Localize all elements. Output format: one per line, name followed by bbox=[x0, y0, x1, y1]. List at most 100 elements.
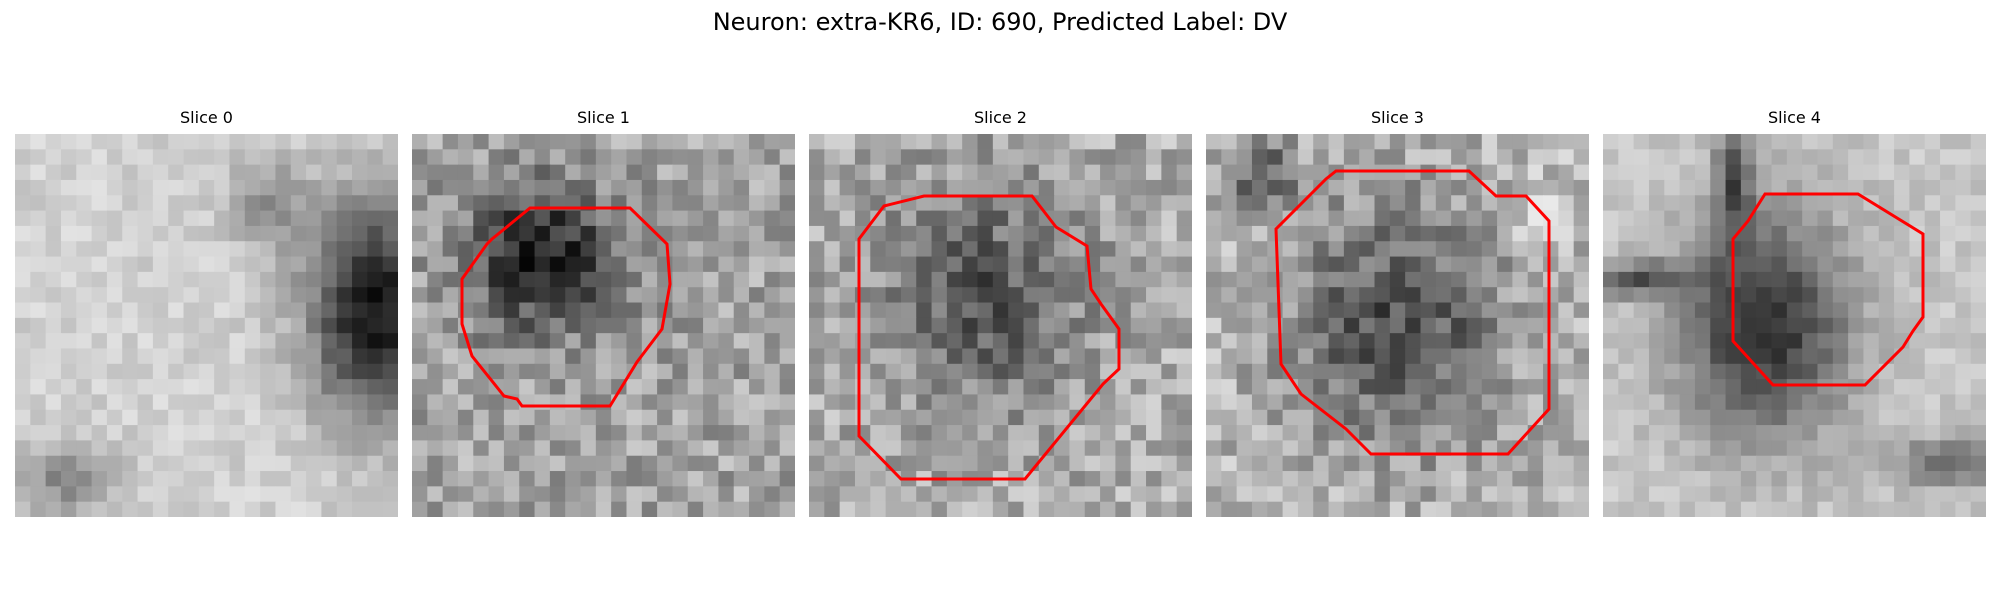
image-pixel bbox=[91, 486, 108, 503]
image-pixel bbox=[641, 440, 658, 457]
image-pixel bbox=[1038, 302, 1055, 319]
image-pixel bbox=[1389, 164, 1406, 181]
image-pixel bbox=[152, 271, 169, 288]
image-pixel bbox=[122, 363, 139, 380]
image-pixel bbox=[1756, 409, 1773, 426]
image-pixel bbox=[1054, 271, 1071, 288]
image-pixel bbox=[1955, 164, 1972, 181]
image-pixel bbox=[1740, 440, 1757, 457]
image-pixel bbox=[45, 425, 62, 441]
image-pixel bbox=[1543, 333, 1559, 350]
image-pixel bbox=[137, 149, 154, 166]
image-pixel bbox=[1848, 134, 1865, 150]
image-pixel bbox=[1802, 195, 1819, 212]
image-pixel bbox=[1694, 440, 1711, 457]
image-pixel bbox=[977, 440, 994, 457]
image-pixel bbox=[1832, 333, 1849, 350]
image-pixel bbox=[15, 164, 31, 181]
image-pixel bbox=[931, 210, 948, 227]
image-pixel bbox=[1069, 210, 1086, 227]
image-pixel bbox=[733, 486, 750, 503]
image-pixel bbox=[931, 134, 948, 150]
image-pixel bbox=[382, 164, 398, 181]
image-pixel bbox=[382, 348, 398, 365]
image-pixel bbox=[183, 394, 200, 411]
image-pixel bbox=[45, 179, 62, 196]
image-pixel bbox=[764, 256, 781, 273]
image-pixel bbox=[595, 425, 612, 441]
image-pixel bbox=[30, 210, 47, 227]
image-pixel bbox=[168, 256, 185, 273]
image-pixel bbox=[1648, 302, 1665, 319]
image-pixel bbox=[931, 179, 948, 196]
image-pixel bbox=[1894, 317, 1910, 334]
image-pixel bbox=[534, 164, 551, 181]
image-pixel bbox=[1679, 471, 1696, 487]
image-pixel bbox=[412, 271, 428, 288]
image-pixel bbox=[1603, 210, 1619, 227]
image-pixel bbox=[1313, 179, 1330, 196]
image-pixel bbox=[1435, 471, 1452, 487]
image-pixel bbox=[229, 271, 246, 288]
image-pixel bbox=[1924, 425, 1941, 441]
image-pixel bbox=[1359, 333, 1376, 350]
image-pixel bbox=[1146, 164, 1162, 181]
image-pixel bbox=[275, 425, 292, 441]
image-pixel bbox=[626, 179, 643, 196]
image-pixel bbox=[1451, 471, 1468, 487]
image-pixel bbox=[15, 379, 31, 396]
image-pixel bbox=[1282, 409, 1299, 426]
image-pixel bbox=[457, 241, 474, 258]
image-pixel bbox=[1069, 471, 1086, 487]
image-pixel bbox=[1633, 394, 1650, 411]
image-pixel bbox=[1940, 501, 1956, 517]
image-pixel bbox=[900, 486, 917, 503]
image-pixel bbox=[1130, 394, 1147, 411]
image-pixel bbox=[595, 455, 612, 472]
image-pixel bbox=[1725, 394, 1742, 411]
image-pixel bbox=[1161, 440, 1178, 457]
image-pixel bbox=[1756, 455, 1773, 472]
image-pixel bbox=[1161, 348, 1178, 365]
image-pixel bbox=[1710, 179, 1727, 196]
image-pixel bbox=[641, 287, 658, 304]
image-pixel bbox=[15, 179, 31, 196]
image-pixel bbox=[1451, 225, 1468, 242]
image-pixel bbox=[672, 333, 689, 350]
image-pixel bbox=[45, 271, 62, 288]
image-pixel bbox=[1543, 455, 1559, 472]
image-pixel bbox=[1420, 317, 1437, 334]
image-pixel bbox=[427, 363, 444, 380]
image-pixel bbox=[1664, 440, 1681, 457]
image-pixel bbox=[1405, 256, 1422, 273]
image-pixel bbox=[687, 210, 704, 227]
image-pixel bbox=[1343, 501, 1360, 517]
image-pixel bbox=[1313, 333, 1330, 350]
image-pixel bbox=[1573, 394, 1589, 411]
image-pixel bbox=[412, 379, 428, 396]
image-pixel bbox=[885, 271, 902, 288]
image-pixel bbox=[1130, 471, 1147, 487]
image-pixel bbox=[306, 455, 322, 472]
image-pixel bbox=[962, 149, 979, 166]
image-pixel bbox=[106, 501, 123, 517]
image-pixel bbox=[1466, 302, 1483, 319]
image-pixel bbox=[442, 425, 459, 441]
image-pixel bbox=[1817, 455, 1834, 472]
image-pixel bbox=[1405, 379, 1422, 396]
image-pixel bbox=[1756, 333, 1773, 350]
image-pixel bbox=[260, 501, 277, 517]
image-pixel bbox=[168, 394, 185, 411]
image-pixel bbox=[687, 287, 704, 304]
image-pixel bbox=[977, 363, 994, 380]
image-pixel bbox=[1374, 256, 1391, 273]
image-pixel bbox=[1848, 394, 1865, 411]
image-pixel bbox=[1970, 287, 1986, 304]
image-pixel bbox=[1633, 379, 1650, 396]
image-pixel bbox=[1863, 317, 1880, 334]
image-pixel bbox=[137, 394, 154, 411]
image-pixel bbox=[1832, 149, 1849, 166]
image-pixel bbox=[549, 333, 566, 350]
image-pixel bbox=[1573, 317, 1589, 334]
image-pixel bbox=[1725, 348, 1742, 365]
